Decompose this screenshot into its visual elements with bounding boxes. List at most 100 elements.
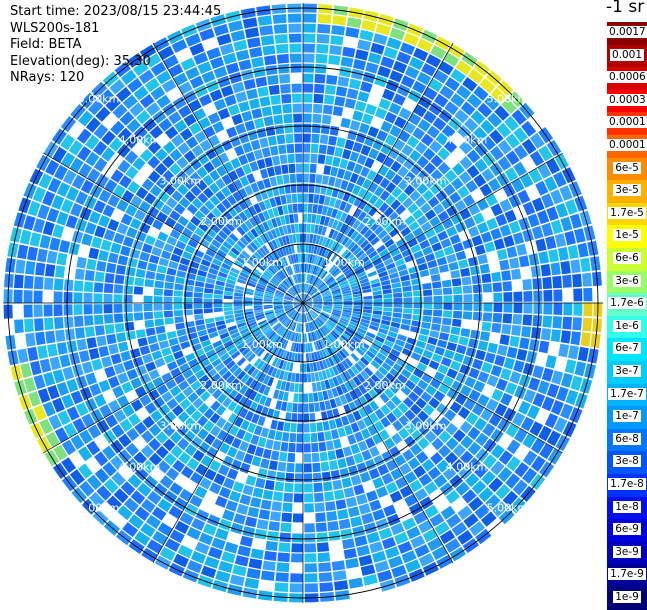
ray-gate [232, 82, 245, 93]
ray-gate [128, 258, 139, 268]
ray-gate [241, 111, 252, 122]
ray-gate [260, 96, 271, 106]
ray-gate [111, 353, 122, 364]
ray-gate [293, 503, 303, 512]
ray-gate [522, 279, 532, 290]
ray-gate [460, 268, 470, 277]
ray-gate [248, 130, 258, 141]
ray-gate [276, 175, 283, 185]
ray-gate [328, 136, 337, 146]
ray-gate [513, 292, 522, 302]
ray-gate [123, 236, 134, 247]
ray-gate [555, 357, 566, 371]
ray-gate [257, 128, 267, 139]
ray-gate [463, 303, 472, 311]
ray-gate [347, 568, 361, 579]
ray-gate [363, 481, 375, 492]
ray-gate [328, 450, 337, 460]
ray-gate [350, 120, 361, 131]
ray-gate [145, 320, 155, 328]
ray-gate [433, 288, 442, 295]
ray-gate [311, 373, 316, 382]
ray-gate [303, 154, 310, 163]
ray-gate [304, 453, 311, 462]
ray-gate [532, 278, 542, 290]
ray-gate [261, 500, 272, 510]
ray-gate [482, 322, 492, 332]
ray-gate [507, 347, 518, 359]
ray-gate [503, 292, 512, 302]
ray-gate [420, 270, 430, 278]
ray-gate [52, 224, 64, 238]
ray-gate [303, 194, 308, 203]
ray-gate [303, 74, 314, 83]
range-ring-label: 1.00km [323, 338, 365, 351]
ray-gate [293, 204, 298, 213]
ray-gate [279, 74, 290, 84]
ray-gate [140, 346, 151, 356]
ray-gate [295, 144, 302, 153]
ray-gate [204, 293, 213, 298]
ray-gate [383, 307, 392, 312]
ray-gate [299, 234, 302, 243]
ray-gate [264, 551, 277, 561]
ray-gate [336, 499, 347, 509]
ray-gate [281, 513, 292, 523]
ray-gate [572, 317, 582, 330]
ray-gate [373, 291, 382, 296]
ray-gate [403, 292, 412, 298]
ray-gate [325, 85, 336, 95]
ray-gate [218, 108, 230, 120]
ray-gate [484, 241, 495, 252]
ray-gate [297, 434, 304, 443]
ray-gate [312, 463, 320, 472]
ray-gate [293, 393, 298, 402]
ray-gate [353, 297, 362, 300]
ray-gate [37, 249, 48, 263]
ray-gate [267, 531, 279, 541]
range-ring-label: 3.00km [160, 420, 202, 433]
ray-gate [441, 272, 451, 280]
ray-gate [431, 274, 441, 282]
ray-gate [27, 347, 38, 361]
ray-gate [314, 402, 320, 411]
ray-gate [322, 472, 331, 482]
ray-gate [304, 483, 313, 492]
ray-gate [275, 431, 283, 441]
ray-gate [303, 34, 316, 43]
ray-gate [319, 401, 325, 411]
ray-gate [59, 240, 70, 253]
ray-gate [309, 403, 315, 412]
ray-gate [244, 79, 256, 90]
color-scale-cell: 1e-6 [607, 316, 647, 339]
ray-gate [503, 314, 512, 324]
ray-gate [17, 349, 28, 364]
ray-gate [292, 533, 303, 542]
ray-gate [490, 333, 500, 344]
ray-gate [75, 269, 85, 280]
ray-gate [55, 330, 65, 342]
ray-gate [367, 532, 380, 544]
ray-gate [34, 291, 43, 304]
ray-gate [422, 283, 432, 290]
ray-gate [77, 339, 88, 351]
ray-gate [314, 194, 320, 203]
ray-gate [478, 371, 490, 383]
ray-gate [475, 245, 486, 256]
ray-gate [164, 289, 173, 296]
ray-gate [118, 255, 129, 265]
ray-gate [95, 272, 105, 283]
ray-gate [487, 343, 498, 354]
ray-gate [478, 341, 489, 351]
ray-gate [259, 25, 273, 35]
ray-gate [289, 44, 301, 53]
ray-gate [369, 541, 383, 553]
ray-gate [462, 320, 472, 329]
ray-gate [55, 266, 65, 278]
ray-gate [307, 214, 312, 223]
ray-gate [262, 45, 275, 55]
ray-gate [62, 227, 74, 240]
ray-gate [504, 358, 515, 370]
ray-gate [146, 271, 156, 280]
ray-gate [562, 317, 572, 330]
